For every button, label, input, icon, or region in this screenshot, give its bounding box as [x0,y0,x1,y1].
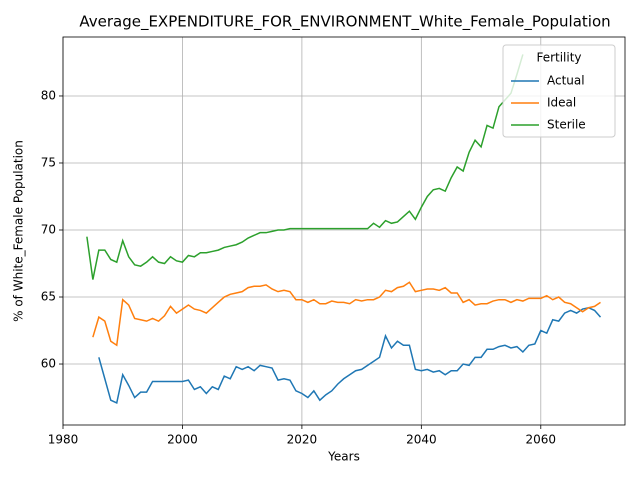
x-tick-label: 2000 [167,433,198,447]
legend: Fertility Actual Ideal Sterile [502,44,616,138]
y-axis-label: % of White_Female Population [12,140,26,322]
line-series [92,281,601,347]
y-tick-label: 75 [41,155,56,169]
legend-label: Ideal [547,96,576,110]
line-series [86,54,524,280]
x-tick-label: 2020 [287,433,318,447]
line-series [98,306,602,404]
y-tick-label: 65 [41,290,56,304]
x-tick-label: 1980 [48,433,79,447]
y-tick-label: 60 [41,357,56,371]
plot-frame [62,36,626,426]
legend-label: Actual [547,74,585,88]
x-axis-label: Years [327,450,360,464]
legend-box [502,44,616,138]
y-tick-label: 80 [41,88,56,102]
x-tick-label: 2040 [406,433,437,447]
legend-title: Fertility [536,51,581,65]
legend-label: Sterile [547,118,586,132]
chart-title: Average_EXPENDITURE_FOR_ENVIRONMENT_Whit… [79,13,610,32]
y-tick-label: 70 [41,222,56,236]
x-tick-label: 2060 [526,433,557,447]
